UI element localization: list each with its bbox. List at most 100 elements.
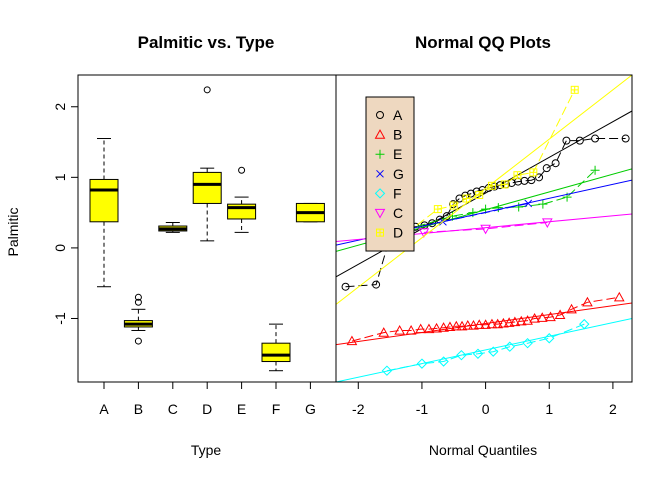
diamond-marker (374, 188, 386, 199)
triangle-marker (473, 319, 485, 329)
boxplot-y-label: Palmitic (5, 207, 21, 256)
qq-x-tick-label: 2 (609, 401, 617, 417)
diamond-marker (472, 348, 484, 359)
circle-marker (621, 134, 630, 143)
triangle-down-marker (541, 218, 553, 229)
triangle-marker (450, 320, 462, 331)
circle-marker (562, 136, 571, 145)
diamond-marker (504, 341, 515, 352)
plus-in-square (475, 191, 483, 199)
qq-x-tick-label: 1 (545, 401, 553, 417)
outlier-point (238, 166, 246, 174)
plus-in-square (462, 195, 470, 203)
outlier-point (134, 337, 142, 345)
plus-in-square (488, 182, 496, 190)
triangle-marker (346, 335, 358, 346)
triangle-marker (536, 312, 548, 322)
triangle-marker (480, 319, 491, 329)
qq-x-tick-label: -2 (352, 401, 365, 417)
plus-marker (493, 203, 503, 213)
triangle-marker (582, 296, 593, 307)
triangle-marker (462, 320, 474, 330)
legend-label: A (393, 107, 403, 123)
qq-series-F (336, 317, 632, 382)
qq-frame (335, 74, 633, 383)
plus-in-square (529, 168, 537, 176)
legend-item-C: C (374, 205, 403, 221)
cross-marker (524, 199, 533, 208)
circle-marker (372, 280, 381, 289)
x-tick-label: G (305, 401, 316, 417)
x-tick-label: E (237, 401, 246, 417)
qq-series-line (396, 89, 576, 242)
qq-series-B (336, 291, 632, 346)
diamond-marker (488, 346, 499, 357)
diamond-marker (522, 337, 533, 349)
triangle-marker (378, 327, 390, 337)
box-F (261, 323, 291, 372)
legend-item-E: E (375, 146, 402, 162)
x-tick-label: C (168, 401, 178, 417)
boxplot-panel: Palmitic vs. Type -1 0 1 2 A B C D E F G Type Palm… (5, 33, 337, 458)
legend-item-F: F (374, 185, 402, 201)
circle-marker (542, 164, 551, 173)
triangle-marker (566, 303, 577, 314)
plus-in-square (513, 171, 521, 179)
legend-item-A: A (376, 107, 403, 123)
triangle-marker (468, 320, 479, 330)
diamond-marker (381, 365, 393, 376)
triangle-down-marker (374, 208, 386, 219)
qq-series-line (442, 202, 529, 223)
triangle-marker (415, 323, 427, 334)
boxplot-x-label: Type (191, 442, 222, 458)
y-tick-label: -1 (52, 312, 68, 325)
legend-label: E (393, 146, 402, 162)
triangle-marker (613, 291, 625, 302)
box-D (192, 86, 222, 242)
legend-item-B: B (374, 127, 402, 143)
qq-fit-line (336, 75, 632, 305)
box-G (295, 202, 325, 223)
circle-marker (575, 136, 584, 145)
circle-marker (341, 282, 350, 291)
triangle-marker (405, 324, 417, 335)
legend-box (365, 96, 415, 252)
triangle-marker (492, 318, 504, 329)
boxplot-plot-area: -1 0 1 2 A B C D E F G (52, 74, 337, 417)
qq-series-line (403, 169, 596, 231)
outlier-point (134, 293, 142, 301)
triangle-marker (515, 315, 527, 326)
plus-marker (375, 149, 385, 159)
legend-label: B (393, 127, 402, 143)
qq-fit-line (336, 317, 632, 382)
triangle-marker (522, 315, 533, 325)
qq-x-tick-label: -1 (416, 401, 429, 417)
x-tick-label: A (99, 401, 109, 417)
legend-label: C (393, 205, 403, 221)
x-tick-label: F (272, 401, 281, 417)
triangle-marker (503, 317, 515, 327)
triangle-marker (374, 129, 386, 139)
outlier-point (134, 298, 142, 306)
cross-marker (376, 169, 384, 178)
diamond-marker (544, 333, 555, 344)
plus-marker (514, 202, 524, 212)
triangle-marker (545, 311, 556, 322)
qq-series-line (351, 296, 620, 342)
box-A (89, 138, 119, 288)
box-C (158, 222, 188, 233)
triangle-marker (394, 324, 406, 335)
box-B (123, 293, 153, 345)
y-tick-label: 0 (52, 244, 68, 252)
qq-series-line (423, 222, 548, 233)
qq-series-line (386, 323, 585, 372)
y-tick-label: 1 (52, 173, 68, 181)
circle-marker (496, 181, 505, 190)
diamond-marker (438, 356, 449, 367)
plus-in-square (501, 180, 509, 188)
triangle-marker (529, 312, 540, 323)
triangle-marker (456, 320, 468, 331)
circle-marker (466, 189, 475, 198)
